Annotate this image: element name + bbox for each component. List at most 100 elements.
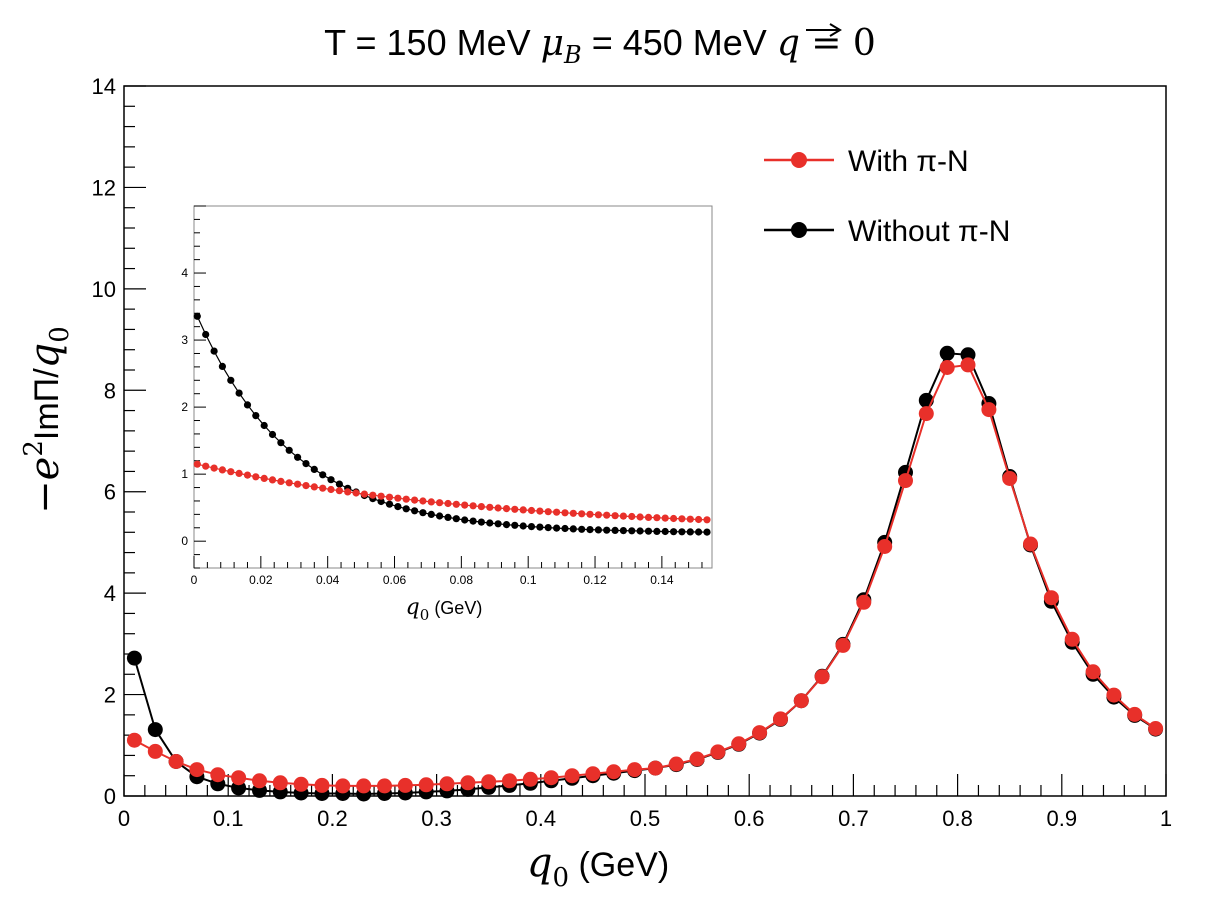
inset-plot: 0 0.02 0.04 0.06 0.08 0.1 0.12 0.14 0 1 2 3 4 q0 (G…: [181, 205, 713, 624]
data-point-with: [397, 777, 413, 793]
inset-point-with: [494, 504, 502, 512]
y-tick-label: 0: [104, 784, 116, 809]
inset-point-with: [285, 479, 293, 487]
data-point-with: [293, 776, 309, 792]
data-point-with: [793, 693, 809, 709]
inset-point-with: [302, 482, 310, 490]
inset-point-without: [302, 460, 310, 468]
inset-point-without: [319, 471, 327, 479]
inset-point-without: [427, 510, 435, 518]
inset-point-with: [611, 512, 619, 520]
inset-point-with: [202, 462, 210, 470]
inset-point-with: [193, 460, 201, 468]
inset-series: [193, 312, 711, 536]
inset-point-with: [511, 505, 519, 513]
inset-point-with: [519, 506, 527, 514]
inset-point-without: [436, 512, 444, 520]
inset-point-with: [536, 507, 544, 515]
inset-point-without: [477, 518, 485, 526]
data-point-with: [564, 768, 580, 784]
data-point-with: [314, 777, 330, 793]
data-point-with: [606, 764, 622, 780]
inset-point-without: [502, 521, 511, 529]
inset-point-with: [502, 505, 511, 513]
x-tick-label: 0.8: [942, 806, 973, 831]
data-point-with: [1148, 721, 1164, 736]
inset-point-with: [486, 503, 494, 511]
inset-point-with: [527, 506, 536, 515]
inset-frame: [193, 205, 713, 569]
inset-point-without: [678, 528, 686, 536]
inset-point-with: [578, 510, 586, 518]
data-point-without: [939, 345, 955, 361]
inset-point-with: [703, 516, 711, 524]
y-axis-label: −e2ImΠ/q0: [19, 326, 75, 514]
data-point-with: [1002, 471, 1018, 486]
inset-point-without: [193, 312, 201, 320]
x-tick-label: 0.1: [213, 806, 244, 831]
data-point-with: [210, 767, 226, 783]
inset-point-without: [553, 524, 561, 532]
inset-point-without: [519, 522, 527, 530]
inset-point-without: [411, 507, 419, 515]
main-series: [126, 345, 1164, 802]
data-point-with: [731, 736, 747, 752]
inset-point-with: [335, 487, 343, 495]
inset-point-without: [402, 505, 410, 513]
inset-point-without: [527, 523, 536, 531]
inset-point-without: [327, 476, 335, 484]
data-point-with: [272, 775, 288, 791]
data-point-with: [252, 773, 267, 789]
data-point-with: [1023, 536, 1038, 552]
data-point-with: [1106, 687, 1122, 703]
inset-point-with: [427, 498, 435, 506]
x-tick-label: 0.2: [317, 806, 348, 831]
inset-point-without: [636, 527, 644, 535]
inset-x-tick-label: 0: [191, 573, 198, 587]
legend-marker-without: [791, 222, 807, 238]
inset-point-without: [670, 528, 678, 536]
series-with: [126, 357, 1164, 794]
inset-point-without: [419, 509, 427, 517]
inset-point-without: [210, 347, 218, 355]
data-point-with: [627, 762, 643, 778]
inset-point-with: [603, 511, 611, 519]
y-tick-label: 4: [104, 581, 116, 606]
inset-point-without: [486, 519, 494, 527]
inset-point-without: [611, 526, 619, 535]
inset-point-with: [268, 476, 277, 484]
y-tick-label: 12: [92, 175, 116, 200]
inset-point-with: [344, 488, 352, 496]
inset-axis-ticks: [193, 205, 703, 569]
inset-point-without: [310, 465, 318, 473]
inset-point-without: [586, 526, 594, 534]
chart-title: T = 150 MeV μB = 450 MeV q = 0: [324, 22, 876, 69]
data-point-with: [1085, 664, 1101, 680]
data-point-with: [585, 766, 601, 782]
inset-point-without: [218, 362, 226, 370]
inset-point-with: [461, 501, 469, 509]
inset-point-with: [619, 512, 628, 520]
inset-point-with: [260, 474, 268, 482]
data-point-with: [773, 711, 788, 727]
data-point-with: [356, 778, 372, 794]
inset-point-with: [411, 496, 419, 504]
inset-point-without: [235, 389, 243, 397]
inset-y-tick-label: 4: [181, 266, 188, 280]
inset-point-without: [594, 526, 603, 534]
inset-x-axis-label: q0 (GeV): [406, 595, 483, 624]
data-point-without: [126, 650, 142, 666]
inset-point-without: [469, 517, 477, 525]
inset-point-with: [569, 509, 577, 517]
inset-point-without: [653, 527, 661, 536]
inset-point-with: [544, 508, 552, 516]
y-tick-label: 2: [104, 683, 116, 708]
inset-point-without: [578, 525, 586, 533]
data-point-with: [898, 473, 913, 489]
x-tick-label: 1: [1160, 806, 1172, 831]
inset-point-without: [544, 524, 552, 532]
inset-point-with: [319, 484, 327, 492]
inset-point-without: [202, 330, 210, 339]
inset-point-with: [218, 466, 226, 474]
